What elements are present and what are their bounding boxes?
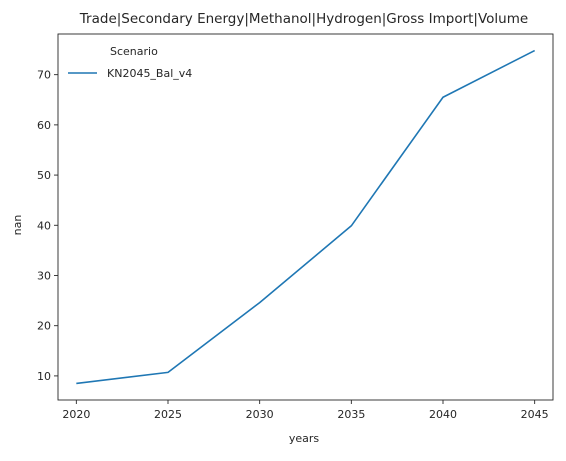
- y-tick-label: 10: [37, 370, 51, 383]
- series-line: [76, 49, 536, 385]
- x-axis-label: years: [289, 432, 320, 445]
- legend: Scenario KN2045_Bal_v4: [68, 45, 192, 80]
- x-axis: 2020 2025 2030 2035 2040 2045: [62, 400, 549, 421]
- plot-area: [57, 33, 554, 401]
- y-axis: 10 20 30 40 50 60 70: [37, 69, 58, 383]
- y-tick-label: 20: [37, 320, 51, 333]
- series-layer: [76, 49, 536, 385]
- legend-title: Scenario: [110, 45, 158, 58]
- chart-title: Trade|Secondary Energy|Methanol|Hydrogen…: [79, 11, 528, 27]
- x-tick-label: 2020: [62, 408, 90, 421]
- y-tick-label: 60: [37, 119, 51, 132]
- y-tick-label: 50: [37, 169, 51, 182]
- y-tick-label: 40: [37, 219, 51, 232]
- plot-frame: [57, 33, 554, 401]
- y-tick-label: 30: [37, 269, 51, 282]
- x-tick-label: 2035: [337, 408, 365, 421]
- y-axis-label: nan: [11, 215, 24, 236]
- y-tick-label: 70: [37, 69, 51, 82]
- x-tick-label: 2045: [521, 408, 549, 421]
- legend-entry: KN2045_Bal_v4: [107, 67, 192, 80]
- x-tick-label: 2025: [154, 408, 182, 421]
- x-tick-label: 2030: [246, 408, 274, 421]
- x-tick-label: 2040: [429, 408, 457, 421]
